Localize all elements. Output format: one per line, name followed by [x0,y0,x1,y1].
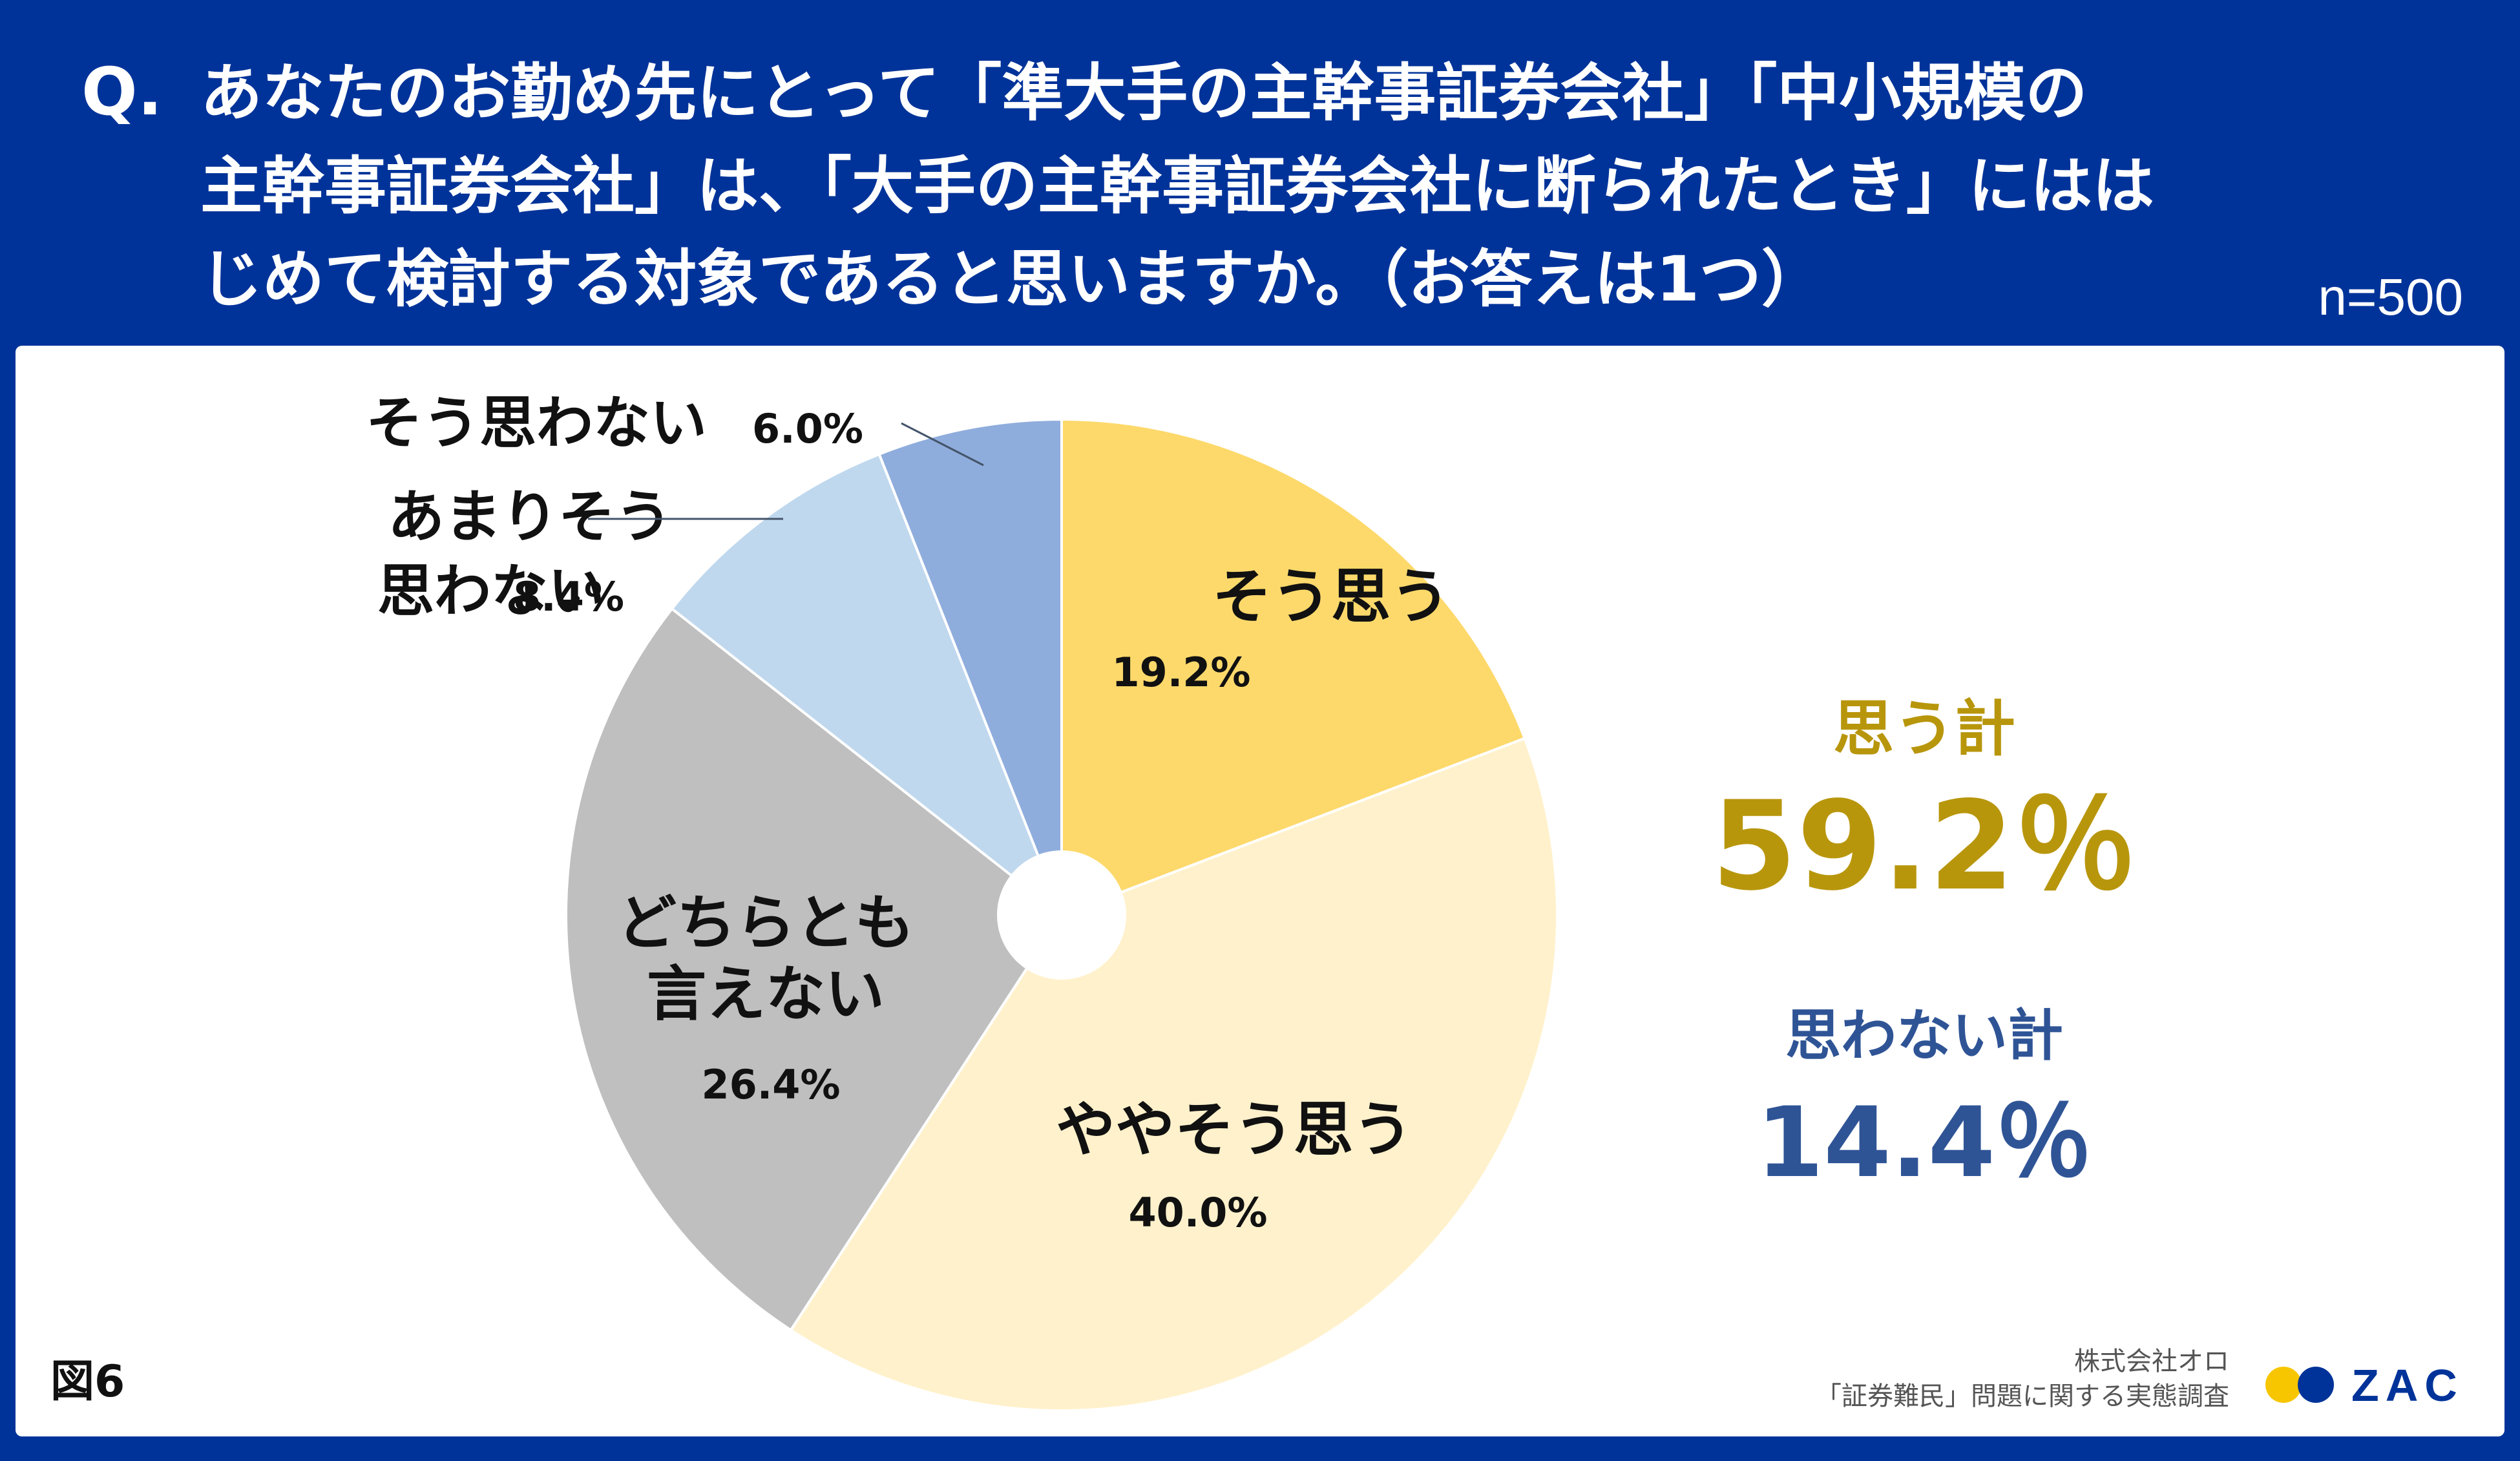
pie-slice-so-omowanai [877,417,1063,916]
slice-value-amari-so-omowanai: 8.4% [513,573,624,620]
disagree-total-label: 思わない計 [1785,1004,2063,1068]
logo-dot-blue [2298,1367,2334,1403]
agree-total-label: 思う計 [1833,694,2015,764]
question-line-3: じめて検討する対象であると思いますか。（お答えは1つ） [200,243,1823,315]
slice-label-amari-so-omowanai-2: 思わない [377,558,605,624]
pie-slice-so-omou [1060,417,1527,917]
slice-label-amari-so-omowanai-1: あまりそう [388,483,672,550]
zac-logo: ZAC [2265,1363,2464,1411]
logo-text: ZAC [2351,1363,2464,1411]
pie-slice-yaya-so-omou [789,737,1559,1412]
slice-value-so-omowanai: 6.0% [752,405,863,452]
disagree-total-value: 14.4％ [1756,1087,2092,1199]
figure-label: 図6 [50,1356,125,1407]
slice-label-so-omou-1: そう思う [1212,562,1450,631]
source-company: 株式会社オロ [2074,1347,2229,1376]
slice-label-dochira-tomo-1: どちらとも [617,888,914,958]
question-line-1: あなたのお勤め先にとって「準大手の主幹事証券会社」「中小規模の [200,57,2088,129]
slice-label-dochira-tomo-2: 言えない [647,960,885,1029]
question-prefix: Q. [81,54,163,131]
slice-value-yaya-so-omou: 40.0% [1128,1189,1267,1236]
pie-slice-amari-so-omowanai [670,452,1065,920]
slice-label-so-omowanai-1: そう思わない [366,390,707,456]
sample-size: n=500 [2318,268,2463,326]
logo-dot-yellow [2265,1367,2302,1403]
question-line-2: 主幹事証券会社」は、「大手の主幹事証券会社に断られたとき」にはは [200,150,2154,222]
agree-total-value: 59.2％ [1712,775,2137,918]
source-credit: 株式会社オロ 「証券難民」問題に関する実態調査 [1816,1344,2229,1414]
slice-label-yaya-so-omou-1: ややそう思う [1056,1095,1412,1164]
pie-center-hole [997,850,1126,980]
pie-slice-dochira-tomo [565,607,1064,1332]
leader-line-so-omowanai [901,422,984,467]
source-survey: 「証券難民」問題に関する実態調査 [1816,1382,2229,1411]
slice-value-so-omou: 19.2% [1111,649,1250,696]
slice-value-dochira-tomo: 26.4% [701,1061,840,1108]
